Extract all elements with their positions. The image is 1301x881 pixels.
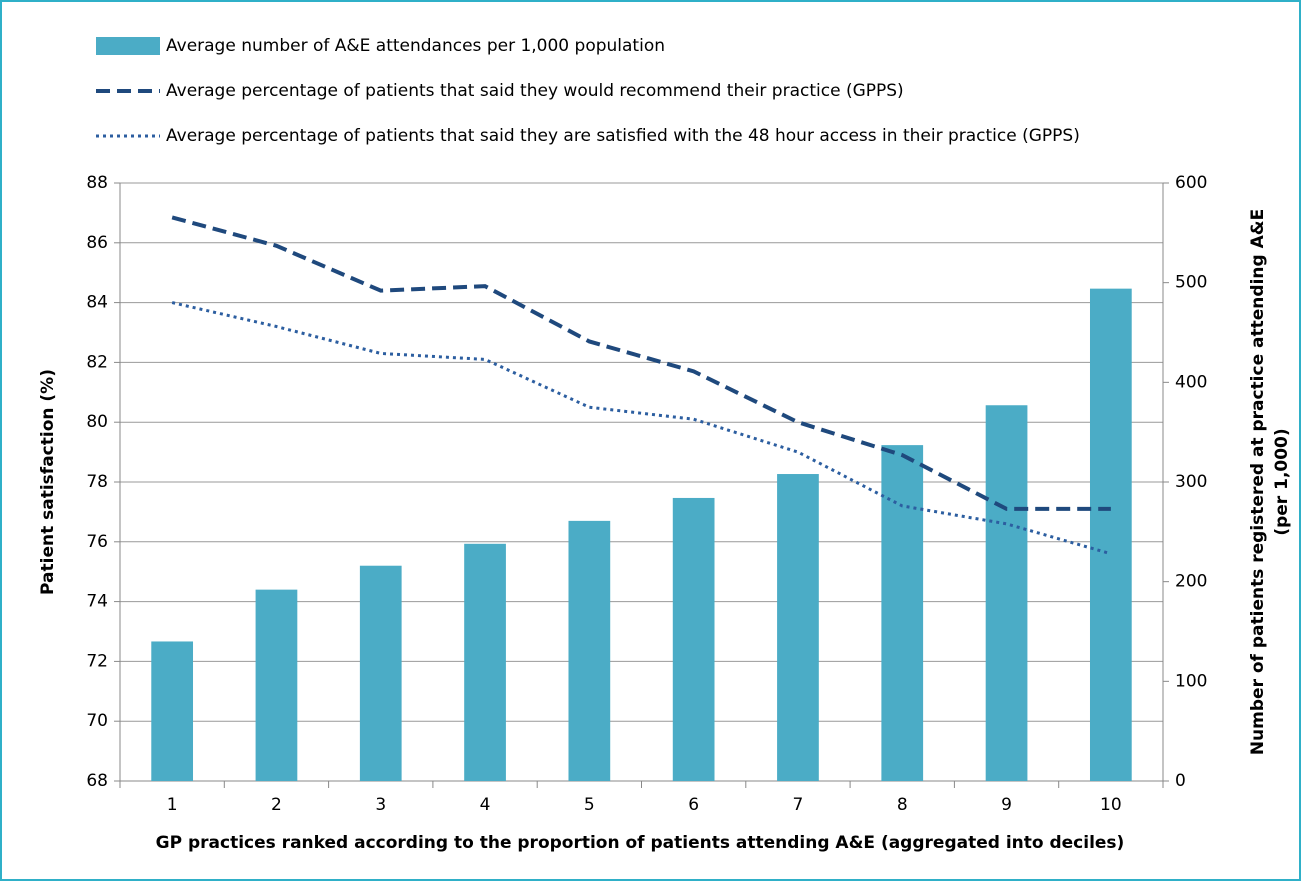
bar (255, 589, 298, 781)
y2-tick-label: 200 (1175, 572, 1207, 592)
x-tick-label: 3 (375, 795, 386, 815)
bar (672, 497, 715, 781)
bar (464, 543, 506, 781)
x-tick-label: 1 (167, 795, 178, 815)
legend-label: Average percentage of patients that said… (166, 126, 1080, 146)
y-tick-label: 76 (86, 532, 108, 552)
x-tick-label: 7 (793, 795, 804, 815)
x-tick-label: 10 (1100, 795, 1122, 815)
bar (777, 474, 819, 781)
y2-tick-label: 400 (1175, 372, 1207, 392)
y2-tick-label: 500 (1175, 273, 1207, 293)
x-tick-label: 9 (1001, 795, 1012, 815)
y-tick-label: 72 (86, 651, 108, 671)
x-tick-label: 2 (271, 795, 282, 815)
bar (985, 405, 1028, 781)
y-axis-label: Patient satisfaction (%) (38, 369, 58, 595)
y-tick-label: 74 (86, 592, 108, 612)
y-tick-label: 80 (86, 412, 108, 432)
x-tick-label: 8 (897, 795, 908, 815)
y-tick-label: 78 (86, 472, 108, 492)
y2-tick-label: 0 (1175, 771, 1186, 791)
y-tick-label: 68 (86, 771, 108, 791)
x-tick-label: 5 (584, 795, 595, 815)
y-tick-label: 82 (86, 352, 108, 372)
y-tick-label: 70 (86, 711, 108, 731)
legend-swatch (96, 37, 160, 55)
y2-axis-label: (per 1,000) (1272, 428, 1292, 535)
x-tick-label: 6 (688, 795, 699, 815)
bar (568, 520, 611, 781)
bar (359, 565, 402, 781)
x-tick-label: 4 (480, 795, 491, 815)
y2-tick-label: 300 (1175, 472, 1207, 492)
bar (151, 641, 194, 781)
legend-label: Average percentage of patients that said… (166, 81, 904, 101)
y2-tick-label: 100 (1175, 671, 1207, 691)
legend-label: Average number of A&E attendances per 1,… (166, 36, 665, 56)
y-tick-label: 84 (86, 293, 108, 313)
y2-axis-label: Number of patients registered at practic… (1248, 209, 1268, 755)
bar (881, 445, 924, 781)
y-tick-label: 86 (86, 233, 108, 253)
bar (1089, 288, 1132, 781)
y2-tick-label: 600 (1175, 173, 1207, 193)
y-tick-label: 88 (86, 173, 108, 193)
x-axis-label: GP practices ranked according to the pro… (156, 833, 1125, 853)
